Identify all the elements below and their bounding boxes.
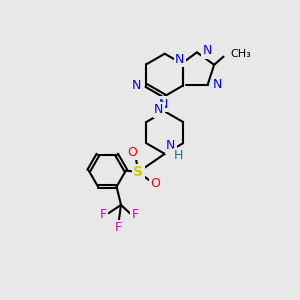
Text: S: S (133, 165, 143, 179)
Text: F: F (115, 221, 122, 234)
Text: N: N (202, 44, 212, 57)
Text: N: N (213, 79, 222, 92)
Text: N: N (175, 53, 184, 66)
Text: H: H (174, 149, 184, 162)
Text: O: O (150, 177, 160, 190)
Text: O: O (128, 146, 137, 159)
Text: N: N (132, 79, 141, 92)
Text: F: F (132, 208, 139, 221)
Text: CH₃: CH₃ (230, 49, 251, 59)
Text: F: F (100, 208, 107, 221)
Text: N: N (154, 103, 163, 116)
Text: N: N (166, 140, 176, 152)
Text: N: N (159, 98, 168, 111)
